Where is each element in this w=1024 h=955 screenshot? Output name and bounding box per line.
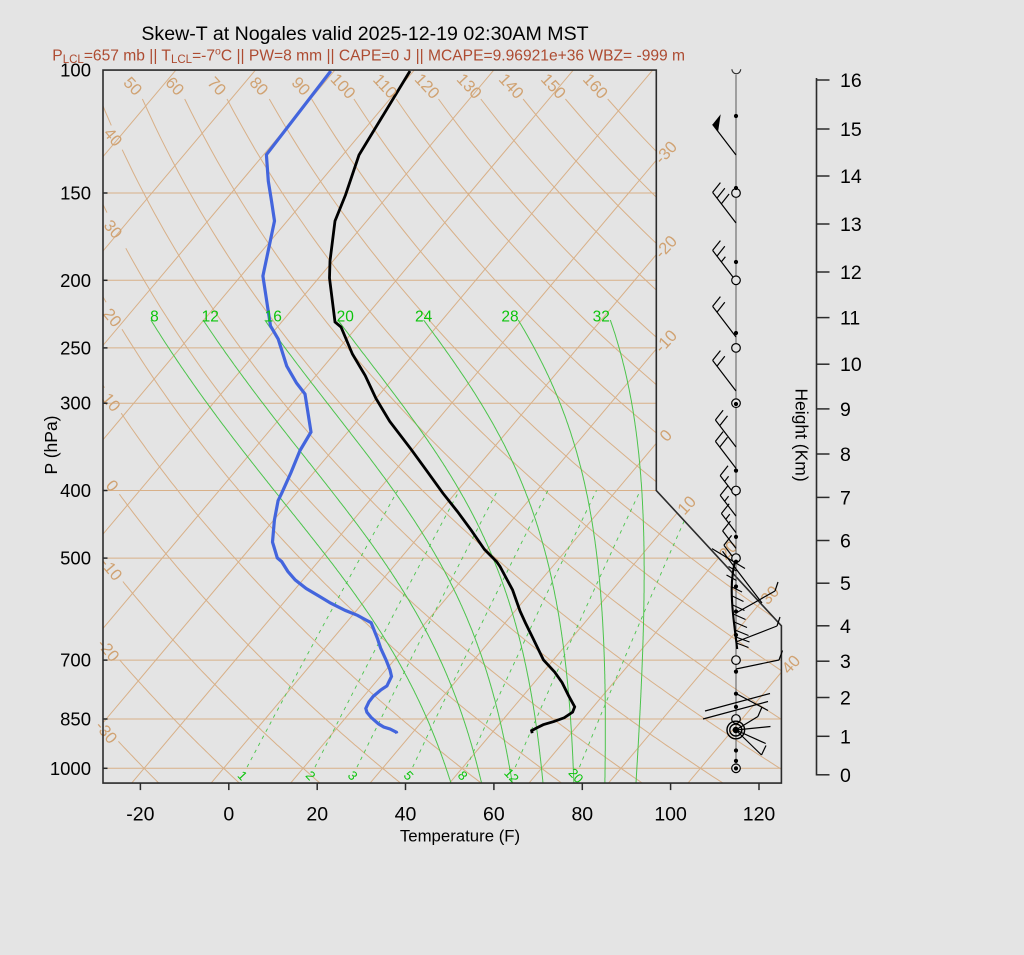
svg-text:28: 28 bbox=[501, 309, 518, 326]
svg-text:16: 16 bbox=[265, 309, 282, 326]
svg-text:7: 7 bbox=[840, 487, 851, 509]
svg-text:8: 8 bbox=[150, 309, 159, 326]
svg-text:1: 1 bbox=[840, 726, 851, 748]
svg-text:32: 32 bbox=[593, 309, 610, 326]
svg-text:24: 24 bbox=[415, 309, 433, 326]
svg-text:0: 0 bbox=[223, 804, 234, 826]
svg-text:2: 2 bbox=[840, 688, 851, 710]
svg-text:250: 250 bbox=[60, 337, 91, 358]
svg-text:60: 60 bbox=[483, 804, 505, 826]
svg-text:700: 700 bbox=[60, 650, 91, 671]
svg-text:5: 5 bbox=[840, 573, 851, 595]
svg-text:20: 20 bbox=[337, 309, 355, 326]
svg-text:3: 3 bbox=[840, 651, 851, 673]
svg-text:PLCL=657 mb || TLCL=-7oC || PW: PLCL=657 mb || TLCL=-7oC || PW=8 mm || C… bbox=[52, 46, 685, 67]
svg-text:11: 11 bbox=[840, 308, 860, 330]
svg-text:200: 200 bbox=[60, 270, 91, 291]
svg-text:100: 100 bbox=[654, 804, 687, 826]
svg-text:12: 12 bbox=[840, 262, 862, 284]
svg-text:P (hPa): P (hPa) bbox=[41, 415, 61, 474]
svg-text:Temperature (F): Temperature (F) bbox=[400, 827, 520, 846]
svg-text:14: 14 bbox=[840, 166, 862, 188]
svg-text:80: 80 bbox=[571, 804, 593, 826]
svg-text:-20: -20 bbox=[126, 804, 154, 826]
svg-text:13: 13 bbox=[840, 214, 862, 236]
svg-text:Skew-T at Nogales valid 2025-1: Skew-T at Nogales valid 2025-12-19 02:30… bbox=[141, 23, 588, 45]
svg-text:150: 150 bbox=[60, 183, 91, 204]
svg-text:12: 12 bbox=[202, 309, 219, 326]
svg-text:4: 4 bbox=[840, 616, 851, 638]
svg-text:15: 15 bbox=[840, 119, 862, 141]
svg-text:400: 400 bbox=[60, 480, 91, 501]
svg-text:Height (Km): Height (Km) bbox=[792, 388, 812, 481]
svg-text:6: 6 bbox=[840, 531, 851, 553]
svg-text:10: 10 bbox=[840, 354, 862, 376]
svg-text:1000: 1000 bbox=[50, 758, 91, 779]
svg-text:0: 0 bbox=[840, 765, 851, 787]
svg-text:8: 8 bbox=[840, 444, 851, 466]
svg-text:16: 16 bbox=[840, 70, 862, 92]
svg-text:20: 20 bbox=[306, 804, 328, 826]
svg-text:40: 40 bbox=[395, 804, 417, 826]
svg-text:100: 100 bbox=[60, 60, 91, 81]
svg-text:850: 850 bbox=[60, 709, 91, 730]
svg-text:500: 500 bbox=[60, 548, 91, 569]
svg-text:300: 300 bbox=[60, 393, 91, 414]
svg-text:9: 9 bbox=[840, 399, 851, 421]
svg-text:120: 120 bbox=[743, 804, 776, 826]
